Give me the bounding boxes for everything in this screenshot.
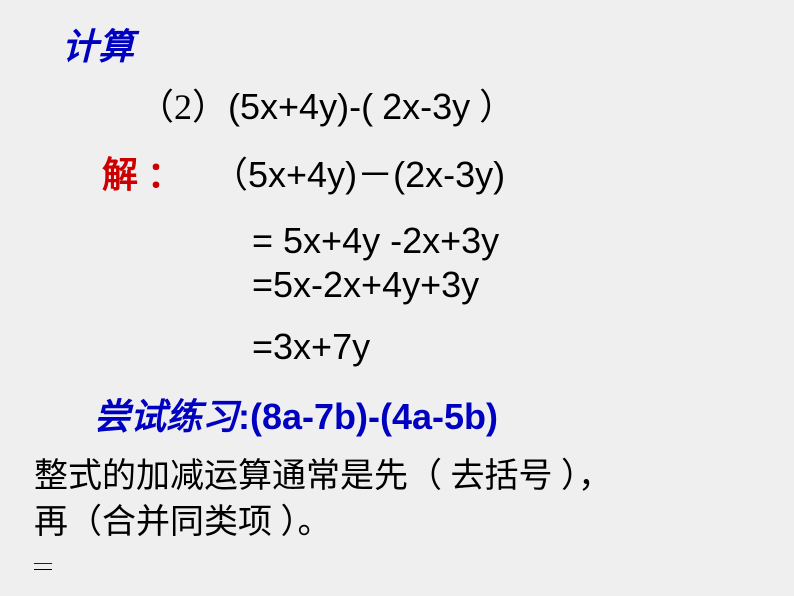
s2b: -2x+3y <box>380 220 499 261</box>
summary-line1: 整式的加减运算通常是先（ 去括号 ）， <box>34 448 612 497</box>
summary-line2: 再（合并同类项 ）。 <box>34 494 332 543</box>
problem-number: （2） <box>138 87 228 127</box>
s1-b: 2x-3y <box>405 154 493 195</box>
step2: = 5x+4y -2x+3y <box>252 220 499 262</box>
expr1: 5x+4y <box>240 86 337 127</box>
sp <box>373 87 382 127</box>
s1-lp: （ <box>212 155 248 195</box>
step4: =3x+7y <box>252 326 370 368</box>
s1-rp: ) <box>493 154 505 195</box>
sum-b1: 去括号 <box>442 458 561 495</box>
step3: =5x-2x+4y+3y <box>252 264 479 306</box>
step1: （5x+4y)－(2x-3y) <box>212 146 505 198</box>
rp1: ) <box>337 86 349 127</box>
solution-label: 解 ： <box>102 146 183 198</box>
s1-mid: )－( <box>345 154 405 195</box>
lp1: ( <box>228 86 240 127</box>
s1-a: 5x+4y <box>248 154 345 195</box>
sum-p1: 整式的加减运算通常是先（ <box>34 458 442 495</box>
slide-container: { "title": "计算", "problem": { "num": "（2… <box>0 0 794 596</box>
practice-label: 尝试练习 <box>94 397 238 437</box>
slide-title: 计算 <box>62 18 134 70</box>
expr2: 2x-3y <box>382 86 470 127</box>
rp2: ） <box>470 87 515 127</box>
practice-line: 尝试练习:(8a-7b)-(4a-5b) <box>94 388 498 440</box>
minus: -( <box>349 86 373 127</box>
sum-b2: 合并同类项 <box>102 504 281 541</box>
sum-p3: 再（ <box>34 504 102 541</box>
practice-expr: :(8a-7b)-(4a-5b) <box>238 396 498 437</box>
footer-dash: — <box>34 552 52 573</box>
problem-line: （2）(5x+4y)-( 2x-3y ） <box>138 78 515 130</box>
sum-p2: ）， <box>561 458 612 495</box>
s2a: = 5x+4y <box>252 220 380 261</box>
sum-p4: ）。 <box>281 504 332 541</box>
